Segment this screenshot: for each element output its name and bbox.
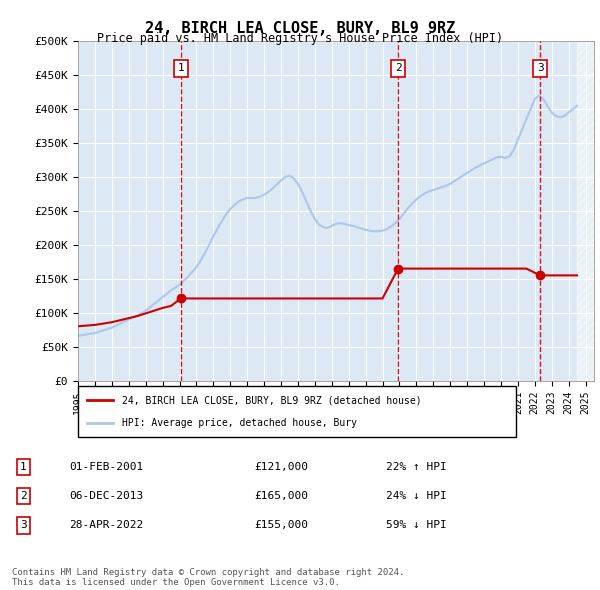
Text: Contains HM Land Registry data © Crown copyright and database right 2024.
This d: Contains HM Land Registry data © Crown c… (12, 568, 404, 587)
Text: 22% ↑ HPI: 22% ↑ HPI (386, 462, 447, 472)
Text: 24, BIRCH LEA CLOSE, BURY, BL9 9RZ (detached house): 24, BIRCH LEA CLOSE, BURY, BL9 9RZ (deta… (122, 395, 421, 405)
Text: 2: 2 (20, 491, 27, 501)
Text: 3: 3 (537, 64, 544, 73)
Text: 3: 3 (20, 520, 27, 530)
Text: £165,000: £165,000 (254, 491, 308, 501)
Text: 01-FEB-2001: 01-FEB-2001 (70, 462, 144, 472)
Text: £155,000: £155,000 (254, 520, 308, 530)
Text: 24, BIRCH LEA CLOSE, BURY, BL9 9RZ: 24, BIRCH LEA CLOSE, BURY, BL9 9RZ (145, 21, 455, 35)
Text: 06-DEC-2013: 06-DEC-2013 (70, 491, 144, 501)
Text: 59% ↓ HPI: 59% ↓ HPI (386, 520, 447, 530)
Text: HPI: Average price, detached house, Bury: HPI: Average price, detached house, Bury (122, 418, 357, 428)
Text: 1: 1 (20, 462, 27, 472)
Text: 1: 1 (178, 64, 184, 73)
FancyBboxPatch shape (78, 386, 516, 437)
Text: 28-APR-2022: 28-APR-2022 (70, 520, 144, 530)
Text: Price paid vs. HM Land Registry's House Price Index (HPI): Price paid vs. HM Land Registry's House … (97, 32, 503, 45)
Text: £121,000: £121,000 (254, 462, 308, 472)
Text: 24% ↓ HPI: 24% ↓ HPI (386, 491, 447, 501)
Text: 2: 2 (395, 64, 401, 73)
